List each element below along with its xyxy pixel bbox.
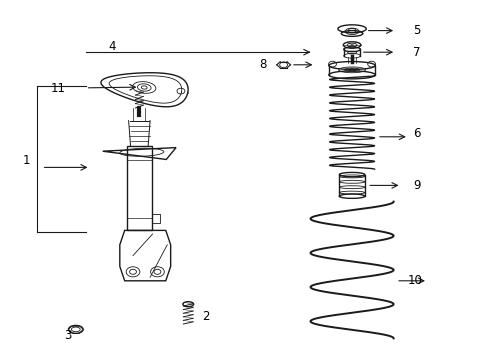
Bar: [151, 214, 160, 223]
Text: 10: 10: [407, 274, 421, 287]
Bar: [127, 146, 151, 230]
Text: 9: 9: [412, 179, 420, 192]
Text: 11: 11: [50, 82, 65, 95]
Text: 5: 5: [412, 24, 420, 37]
Text: 2: 2: [201, 310, 209, 323]
Text: 3: 3: [63, 329, 71, 342]
Text: 6: 6: [412, 127, 420, 140]
Text: 1: 1: [23, 154, 31, 167]
Text: 7: 7: [412, 46, 420, 59]
Text: 4: 4: [108, 40, 116, 53]
Text: 8: 8: [259, 58, 266, 71]
